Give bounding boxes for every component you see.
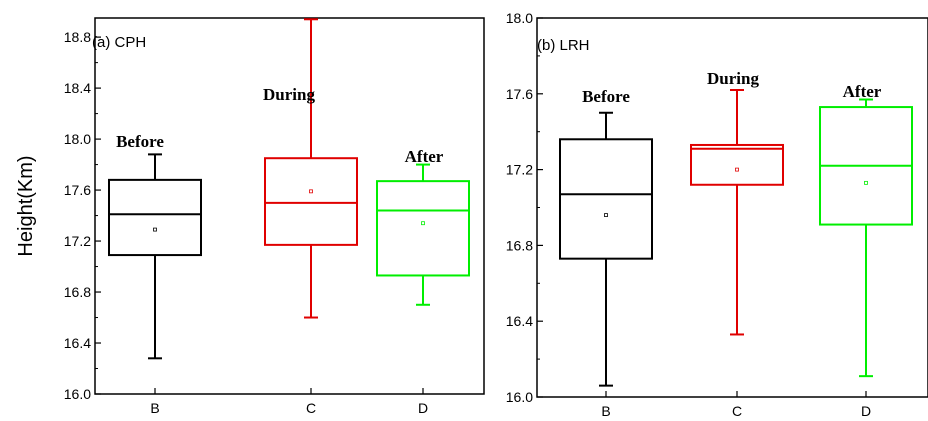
panel-b-ytick-label: 18.0 [506,10,533,26]
panel-b-ytick-label: 17.6 [506,86,533,102]
panel-a-ytick-label: 17.6 [64,182,91,198]
panel-a-plot-frame [94,17,485,395]
panel-a-ytick-label: 16.4 [64,335,91,351]
panel-b-box-c-iqr [690,143,784,186]
panel-a-ytick-label: 16.8 [64,284,91,300]
panel-b-annotation-during: During [707,69,759,88]
panel-b-xtick-label: C [732,403,742,419]
panel-b-box-d-mean-marker [864,180,868,185]
panel-b-annotation-before: Before [582,87,630,106]
panel-a-box-c-mean-marker [309,189,313,194]
panel-b-ytick-label: 16.4 [506,313,533,329]
panel-b-box-c-mean-marker [735,167,739,172]
panel-b-annotation-after: After [843,82,882,101]
panel-a-ytick-label: 18.4 [64,80,91,96]
panel-a-ylabel: Height(Km) [15,155,37,256]
panel-a-xtick-label: B [150,400,159,416]
panel-b-ytick-label: 17.2 [506,162,533,178]
panel-b-xtick-label: D [861,403,871,419]
panel-a-box-c-iqr [264,157,358,246]
panel-b-xtick-label: B [601,403,610,419]
panel-a-ytick-label: 17.2 [64,233,91,249]
panel-a-annotation-during: During [263,85,315,104]
panel-a-label: (a) CPH [92,34,146,51]
panel-b-box-b-iqr [559,138,653,260]
panel-a-box-b-mean-marker [153,227,157,232]
panel-a-box-d-iqr [376,180,470,277]
panel-b-ytick-label: 16.0 [506,389,533,405]
panel-a-annotation-after: After [405,147,444,166]
panel-b-label: (b) LRH [537,37,590,54]
panel-a-box-b-iqr [108,178,202,257]
panel-a-box-d-mean-marker [421,221,425,226]
panel-a-annotation-before: Before [116,132,164,151]
panel-b-ytick-label: 16.8 [506,237,533,253]
panel-a-ytick-label: 18.0 [64,131,91,147]
panel-a-ytick-label: 18.8 [64,29,91,45]
panel-a-ytick-label: 16.0 [64,386,91,402]
panel-b-box-b-mean-marker [604,213,608,217]
panel-a-xtick-label: C [306,400,316,416]
panel-a-xtick-label: D [418,400,428,416]
